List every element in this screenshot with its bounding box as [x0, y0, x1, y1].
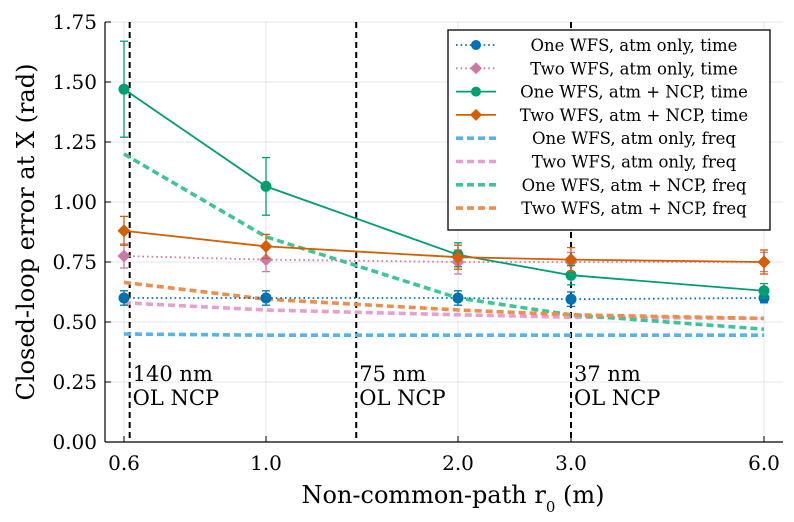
annotation-label: 140 nm	[133, 362, 213, 386]
annotation-label: OL NCP	[133, 386, 219, 410]
series-group	[117, 215, 771, 275]
legend-label: Two WFS, atm + NCP, time	[520, 106, 748, 125]
data-point	[471, 40, 481, 50]
data-point	[260, 292, 272, 304]
y-tick-label: 0.75	[52, 250, 97, 274]
series-line	[123, 332, 764, 338]
data-point	[470, 108, 482, 121]
y-tick-label: 0.00	[52, 430, 97, 454]
series-group	[117, 243, 771, 275]
y-tick-label: 0.50	[52, 310, 97, 334]
data-point	[471, 86, 481, 97]
annotation-label: 75 nm	[359, 362, 426, 386]
data-point	[451, 250, 465, 264]
series-group	[123, 280, 765, 321]
legend-label: Two WFS, atm + NCP, freq	[521, 199, 747, 218]
data-point	[565, 269, 577, 281]
legend-label: One WFS, atm only, time	[531, 36, 738, 55]
axes: 0.00 0.25 0.50 0.75 1.00 1.25 1.50 1.75 0.6 1.0 2.…	[52, 10, 783, 475]
data-point	[470, 62, 482, 75]
data-point	[259, 253, 273, 267]
x-tick-label: 6.0	[748, 451, 780, 475]
series-line	[123, 280, 765, 321]
data-point	[118, 292, 130, 304]
data-point	[118, 83, 130, 95]
legend-label: One WFS, atm only, freq	[532, 129, 736, 148]
y-tick-label: 1.75	[52, 10, 97, 34]
y-tick-label: 1.25	[52, 130, 97, 154]
legend: One WFS, atm only, time Two WFS, atm only…	[447, 29, 771, 231]
data-point	[117, 224, 131, 238]
legend-label: Two WFS, atm only, freq	[532, 153, 737, 172]
x-tick-label: 2.0	[442, 451, 474, 475]
annotation-label: OL NCP	[359, 386, 445, 410]
y-tick-label: 0.25	[52, 370, 97, 394]
annotation-label: OL NCP	[574, 386, 660, 410]
series-line	[123, 229, 765, 263]
data-point	[117, 249, 131, 263]
annotation-label: 37 nm	[574, 362, 641, 386]
x-tick-label: 1.0	[250, 451, 282, 475]
data-point	[757, 255, 771, 269]
series-group	[123, 332, 764, 338]
legend-box	[447, 29, 771, 231]
data-point	[758, 285, 770, 297]
y-tick-label: 1.00	[52, 190, 97, 214]
data-series	[117, 40, 771, 338]
data-point	[259, 239, 273, 253]
x-tick-label: 0.6	[108, 451, 140, 475]
legend-label: One WFS, atm + NCP, time	[520, 83, 748, 102]
data-point	[452, 292, 464, 304]
x-tick-label: 3.0	[555, 451, 587, 475]
y-axis-label: Closed-loop error at X (rad)	[12, 64, 40, 401]
y-tick-label: 1.50	[52, 70, 97, 94]
series-group	[118, 290, 770, 308]
data-point	[565, 293, 577, 305]
series-line	[124, 297, 765, 301]
data-point	[260, 180, 272, 192]
x-axis-label: Non-common-path r0 (m)	[302, 481, 605, 516]
data-point	[564, 253, 578, 267]
series-line	[123, 255, 764, 263]
legend-label: One WFS, atm + NCP, freq	[522, 176, 747, 195]
legend-label: Two WFS, atm only, time	[530, 59, 737, 78]
